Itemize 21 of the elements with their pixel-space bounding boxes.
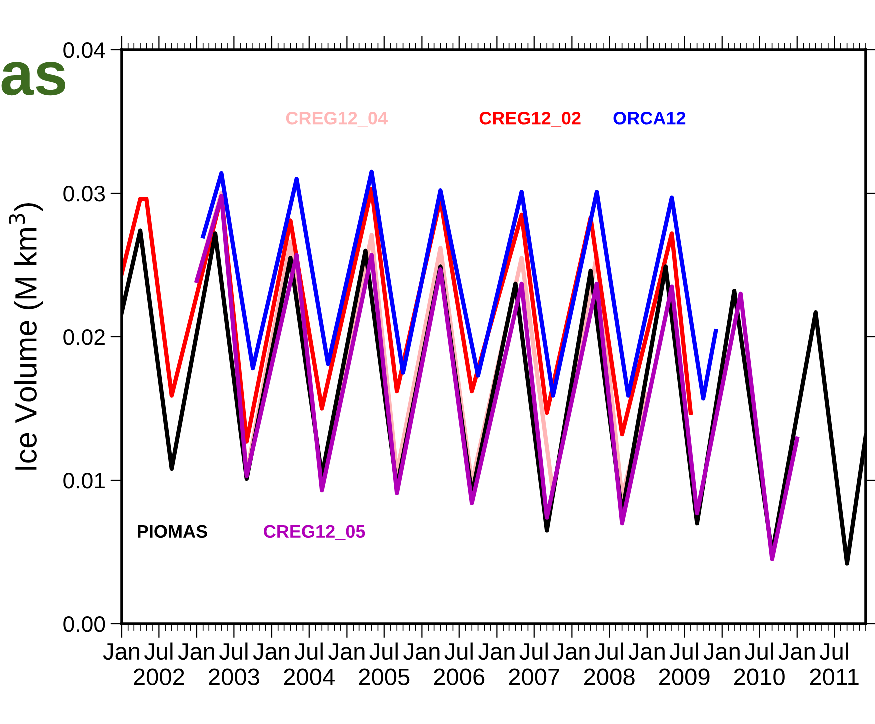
line-series (201, 170, 718, 401)
text: CREG12_05 (264, 525, 366, 540)
text: ORCA12 (614, 112, 686, 125)
x-tick-label: Jan (628, 644, 665, 660)
x-tick-label: Jan (554, 644, 590, 660)
text: CREG12_02 (480, 112, 581, 127)
text: CREG12_04 (286, 112, 388, 127)
text: PIOMAS (138, 525, 208, 538)
y-axis-title: Ice Volume (M km$^{3}$) (9, 203, 44, 470)
x-tick-label: Jan (704, 644, 740, 660)
y-tick-label: 0.01 (64, 473, 105, 489)
y-tick-label: 0.02 (64, 330, 105, 346)
x-tick-label: Jan (328, 644, 365, 660)
text: as (2, 62, 66, 96)
x-tick-label: Jan (178, 644, 214, 660)
y-tick-label: 0.03 (64, 186, 106, 202)
x-tick-label: Jan (103, 644, 140, 660)
x-tick-label: Jan (404, 644, 440, 660)
y-tick-label: 0.04 (64, 42, 106, 58)
x-tick-label: Jan (253, 644, 290, 660)
y-tick-label: 0.00 (64, 616, 106, 632)
